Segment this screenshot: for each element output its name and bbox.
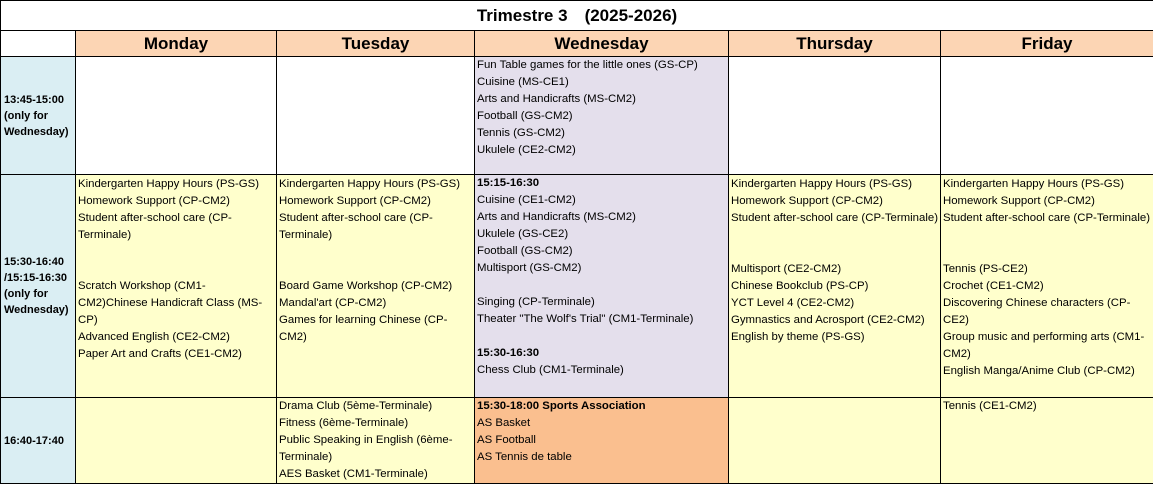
spacer (943, 244, 1151, 261)
spacer (731, 244, 938, 261)
activity-item: Homework Support (CP-CM2) (279, 195, 431, 207)
activity-item: Cuisine (MS-CE1) (477, 76, 569, 88)
activity-item: Homework Support (CP-CM2) (731, 195, 883, 207)
activity-item: Ukulele (GS-CE2) (477, 228, 569, 240)
activity-item: AS Tennis de table (477, 451, 572, 463)
activity-item: Board Game Workshop (CP-CM2) (279, 280, 453, 292)
spacer (78, 261, 274, 278)
activity-item: Student after-school care (CP-Terminale) (943, 212, 1151, 224)
cell-tuesday: Drama Club (5ème-Terminale) Fitness (6ème… (276, 397, 475, 484)
activity-item: AS Football (477, 434, 536, 446)
activity-item: Kindergarten Happy Hours (PS-GS) (78, 178, 260, 190)
activity-item: English by theme (PS-GS) (731, 331, 865, 343)
time-slot-label: 13:45-15:00 (only for Wednesday) (0, 56, 76, 175)
cell-friday (939, 56, 1153, 175)
cell-tuesday: Kindergarten Happy Hours (PS-GS) Homework… (276, 174, 475, 398)
spacer (731, 227, 938, 244)
activity-item: Multisport (CE2-CM2) (731, 263, 842, 275)
activity-item: Football (GS-CM2) (477, 110, 573, 122)
activity-item: Kindergarten Happy Hours (PS-GS) (943, 178, 1125, 190)
time-slot-row: 13:45-15:00 (only for Wednesday) Fun Tabl… (0, 56, 1153, 175)
activity-item: Gymnastics and Acrosport (CE2-CM2) (731, 314, 925, 326)
cell-thursday: Kindergarten Happy Hours (PS-GS) Homework… (728, 174, 941, 398)
day-header-friday: Friday (939, 30, 1153, 57)
activity-item: Football (GS-CM2) (477, 245, 573, 257)
corner-cell (0, 30, 76, 57)
activity-item: Student after-school care (CP-Terminale) (78, 212, 232, 241)
cell-thursday (728, 56, 941, 175)
activity-item: Homework Support (CP-CM2) (78, 195, 230, 207)
activity-item: Fitness (6ème-Terminale) (279, 417, 409, 429)
day-header-monday: Monday (75, 30, 277, 57)
activity-item: Scratch Workshop (CM1-CM2)Chinese Handic… (78, 280, 263, 326)
activity-item: Tennis (GS-CM2) (477, 127, 565, 139)
time-slot-row: 15:30-16:40 /15:15-16:30 (only for Wedne… (0, 174, 1153, 398)
time-slot-label: 16:40-17:40 (0, 397, 76, 484)
activity-item: Kindergarten Happy Hours (PS-GS) (279, 178, 461, 190)
activity-item: Multisport (GS-CM2) (477, 262, 582, 274)
activity-item: English Manga/Anime Club (CP-CM2) (943, 365, 1135, 377)
spacer (943, 227, 1151, 244)
activity-item: Mandal'art (CP-CM2) (279, 297, 387, 309)
spacer (78, 244, 274, 261)
cell-thursday (728, 397, 941, 484)
cell-wednesday: Fun Table games for the little ones (GS-… (474, 56, 729, 175)
activity-item: Public Speaking in English (6ème-Termina… (279, 434, 453, 463)
activity-item: AS Basket (477, 417, 531, 429)
activity-item: Advanced English (CE2-CM2) (78, 331, 230, 343)
sheet-title: Trimestre 3 (2025-2026) (0, 0, 1153, 31)
activity-item: Theater "The Wolf's Trial" (CM1-Terminal… (477, 313, 694, 325)
cell-wednesday: 15:15-16:30 Cuisine (CE1-CM2) Arts and Han… (474, 174, 729, 398)
activity-item: Student after-school care (CP-Terminale) (731, 212, 939, 224)
day-header-thursday: Thursday (728, 30, 941, 57)
activity-item: Student after-school care (CP-Terminale) (279, 212, 433, 241)
activity-item: Cuisine (CE1-CM2) (477, 194, 576, 206)
day-header-tuesday: Tuesday (276, 30, 475, 57)
activity-item: Arts and Handicrafts (MS-CM2) (477, 93, 636, 105)
cell-tuesday (276, 56, 475, 175)
activity-item: Discovering Chinese characters (CP-CE2) (943, 297, 1131, 326)
cell-monday: Kindergarten Happy Hours (PS-GS) Homework… (75, 174, 277, 398)
activity-item: Games for learning Chinese (CP-CM2) (279, 314, 448, 343)
activity-item: Kindergarten Happy Hours (PS-GS) (731, 178, 913, 190)
activity-item: Ukulele (CE2-CM2) (477, 144, 576, 156)
cell-monday (75, 397, 277, 484)
cell-wednesday: 15:30-18:00 Sports Association AS Basket A… (474, 397, 729, 484)
activity-item: AES Basket (CM1-Terminale) (279, 468, 428, 480)
activity-item: Fun Table games for the little ones (GS-… (477, 59, 698, 71)
cell-friday: Kindergarten Happy Hours (PS-GS) Homework… (939, 174, 1153, 398)
activity-item: Homework Support (CP-CM2) (943, 195, 1095, 207)
activity-item: Tennis (CE1-CM2) (943, 400, 1037, 412)
activity-item: Arts and Handicrafts (MS-CM2) (477, 211, 636, 223)
spacer (477, 328, 726, 345)
activity-item: Singing (CP-Terminale) (477, 296, 595, 308)
group-heading: 15:15-16:30 (477, 177, 540, 189)
time-slot-label: 15:30-16:40 /15:15-16:30 (only for Wedne… (0, 174, 76, 398)
activity-item: Crochet (CE1-CM2) (943, 280, 1044, 292)
cell-monday (75, 56, 277, 175)
cell-friday: Tennis (CE1-CM2) (939, 397, 1153, 484)
spacer (279, 261, 472, 278)
spacer (477, 277, 726, 294)
activity-item: Chess Club (CM1-Terminale) (477, 364, 624, 376)
activity-item: Chinese Bookclub (PS-CP) (731, 280, 869, 292)
time-slot-row: 16:40-17:40 Drama Club (5ème-Terminale) Fi… (0, 397, 1153, 484)
day-header-wednesday: Wednesday (474, 30, 729, 57)
spacer (279, 244, 472, 261)
group-heading: 15:30-18:00 Sports Association (477, 400, 646, 412)
activity-item: Paper Art and Crafts (CE1-CM2) (78, 348, 242, 360)
activity-item: Group music and performing arts (CM1-CM2… (943, 331, 1145, 360)
activity-item: Drama Club (5ème-Terminale) (279, 400, 433, 412)
activity-item: Tennis (PS-CE2) (943, 263, 1028, 275)
activity-item: YCT Level 4 (CE2-CM2) (731, 297, 855, 309)
group-heading: 15:30-16:30 (477, 347, 540, 359)
